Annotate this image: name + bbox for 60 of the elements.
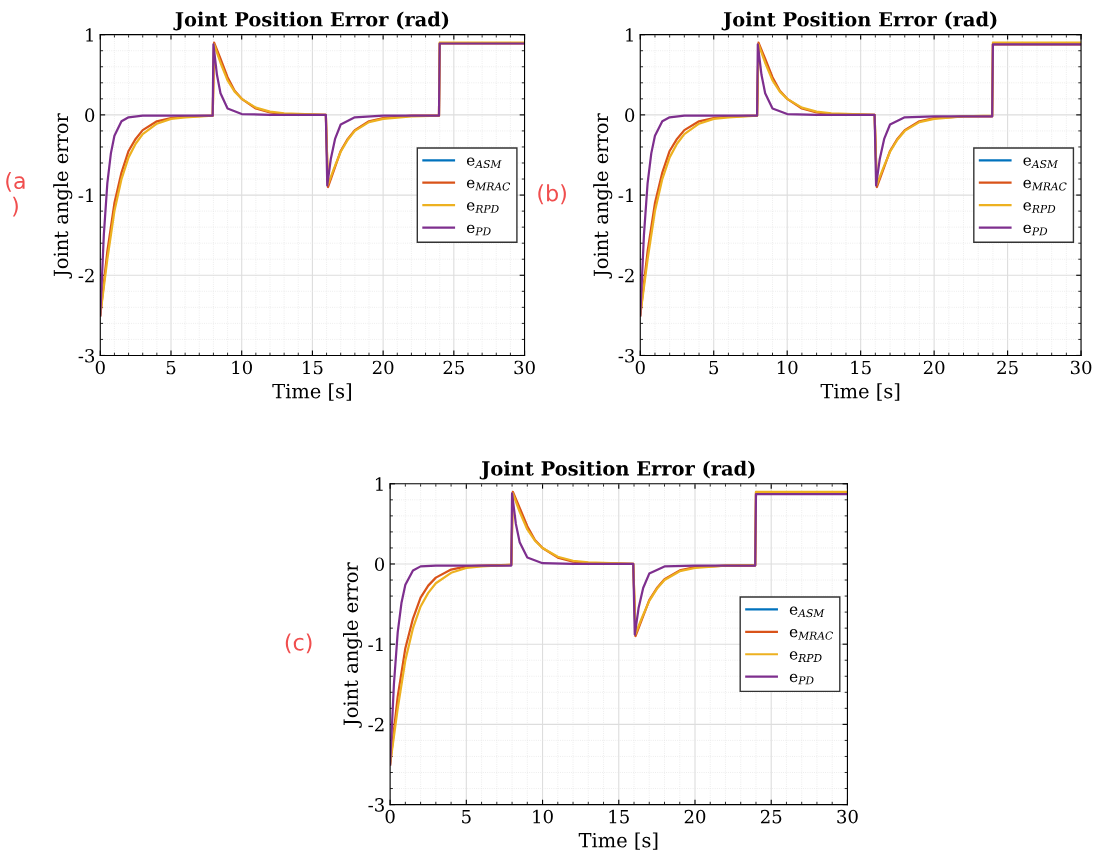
y-tick-label: 1	[375, 477, 383, 491]
x-tick-label: 0	[95, 360, 105, 375]
y-tick-label: 0	[85, 108, 95, 122]
y-tick-label: -1	[78, 188, 93, 202]
x-tick-label: 15	[609, 809, 629, 824]
legend-label: e$_{PD}$	[1023, 224, 1048, 236]
x-axis-title: Time [s]	[272, 383, 351, 401]
chart-title: Joint Position Error (rad)	[173, 11, 449, 31]
legend-label: e$_{ASM}$	[1023, 157, 1059, 169]
y-tick-label: -2	[78, 268, 94, 283]
y-tick-label: -3	[368, 798, 384, 812]
legend-label: e$_{MRAC}$	[789, 628, 833, 640]
x-tick-label: 0	[635, 360, 645, 375]
x-tick-label: 20	[684, 809, 706, 824]
y-tick-label: 0	[625, 108, 635, 122]
x-tick-label: 5	[709, 360, 719, 375]
y-axis-title: Joint angle error	[593, 113, 613, 279]
x-tick-label: 25	[997, 360, 1018, 375]
legend-label: e$_{MRAC}$	[466, 179, 511, 191]
x-axis-title: Time [s]	[820, 383, 900, 401]
x-tick-label: 15	[851, 360, 871, 375]
y-tick-label: -1	[368, 637, 383, 652]
legend-label: e$_{RPD}$	[789, 651, 822, 662]
x-tick-label: 30	[837, 809, 858, 824]
x-tick-label: 5	[462, 809, 471, 824]
legend-label: e$_{ASM}$	[466, 157, 502, 169]
text: (c)	[285, 633, 312, 654]
y-tick-label: -1	[618, 188, 633, 202]
legend-label: e$_{RPD}$	[1023, 202, 1056, 213]
legend-label: e$_{PD}$	[789, 673, 814, 685]
y-tick-label: -3	[618, 348, 635, 363]
y-axis-title: Joint angle error	[53, 113, 73, 279]
x-tick-label: 20	[923, 360, 945, 375]
x-tick-label: 30	[1070, 360, 1092, 375]
y-tick-label: -3	[78, 348, 95, 363]
text: (b)	[538, 184, 566, 205]
legend-label: e$_{ASM}$	[789, 606, 825, 618]
y-tick-label: 0	[374, 557, 385, 572]
text: (a )	[6, 171, 25, 217]
x-tick-label: 5	[166, 360, 176, 375]
x-tick-label: 10	[777, 360, 798, 375]
x-tick-label: 25	[443, 360, 464, 375]
y-axis-title: Joint angle error	[343, 562, 363, 728]
x-tick-label: 25	[760, 809, 782, 824]
y-tick-label: -2	[618, 268, 634, 283]
chart-title: Joint Position Error (rad)	[479, 460, 755, 480]
x-tick-label: 0	[385, 809, 395, 824]
x-tick-label: 10	[232, 360, 252, 375]
legend-label: e$_{PD}$	[466, 224, 491, 236]
legend-label: e$_{MRAC}$	[1023, 179, 1067, 191]
x-tick-label: 15	[303, 360, 323, 375]
chart-title: Joint Position Error (rad)	[721, 11, 997, 31]
x-tick-label: 30	[514, 360, 535, 375]
y-tick-label: 1	[86, 28, 93, 42]
legend-label: e$_{RPD}$	[466, 202, 499, 213]
y-tick-label: 1	[626, 28, 633, 42]
x-tick-label: 10	[533, 809, 553, 824]
x-axis-title: Time [s]	[578, 832, 658, 850]
x-tick-label: 20	[372, 360, 394, 375]
y-tick-label: -2	[368, 717, 384, 732]
